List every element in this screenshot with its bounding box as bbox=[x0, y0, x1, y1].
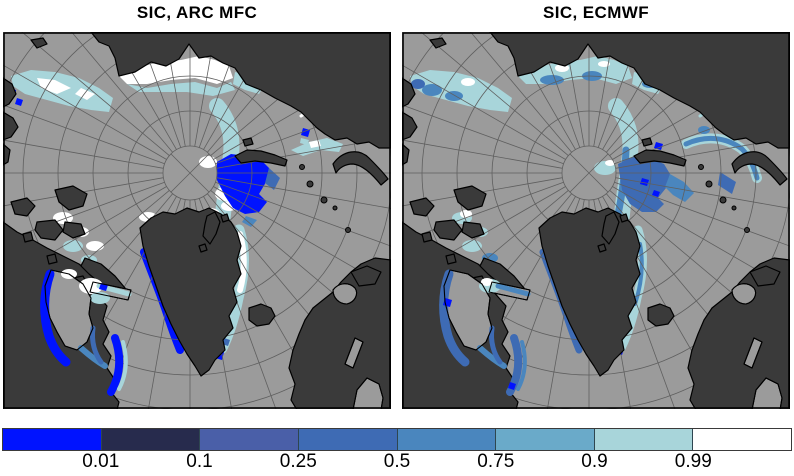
colorbar-segment-2 bbox=[199, 429, 298, 450]
colorbar-tick-0.5: 0.5 bbox=[383, 451, 411, 472]
coastline-overlay bbox=[443, 164, 783, 409]
map-arc-mfc bbox=[3, 32, 391, 409]
colorbar-segment-1 bbox=[100, 429, 200, 450]
map-frame bbox=[3, 32, 391, 409]
colorbar-tick-0.1: 0.1 bbox=[186, 451, 213, 472]
panel-title-ecmwf: SIC, ECMWF bbox=[543, 3, 649, 22]
colorbar-segment-4 bbox=[396, 429, 496, 450]
colorbar-segment-5 bbox=[495, 429, 594, 450]
colorbar bbox=[2, 428, 792, 451]
coastline-overlay bbox=[44, 164, 384, 409]
colorbar-tick-0.25: 0.25 bbox=[279, 451, 317, 472]
colorbar-segment-6 bbox=[593, 429, 693, 450]
map-ecmwf bbox=[402, 32, 790, 409]
colorbar-segment-7 bbox=[692, 429, 791, 450]
colorbar-tick-0.9: 0.9 bbox=[581, 451, 608, 472]
colorbar-tick-0.99: 0.99 bbox=[674, 451, 712, 472]
colorbar-tick-0.01: 0.01 bbox=[82, 451, 120, 472]
colorbar-tick-0.75: 0.75 bbox=[477, 451, 515, 472]
panel-title-arc-mfc: SIC, ARC MFC bbox=[136, 3, 258, 22]
ecmwf-map-canvas bbox=[402, 32, 790, 409]
colorbar-segment-3 bbox=[297, 429, 397, 450]
arc_mfc-map-canvas bbox=[3, 32, 391, 409]
map-frame bbox=[402, 32, 790, 409]
colorbar-segment-0 bbox=[3, 429, 101, 450]
colorbar-tick-labels: 0.01 0.1 0.25 0.5 0.75 0.9 0.99 bbox=[2, 451, 792, 475]
